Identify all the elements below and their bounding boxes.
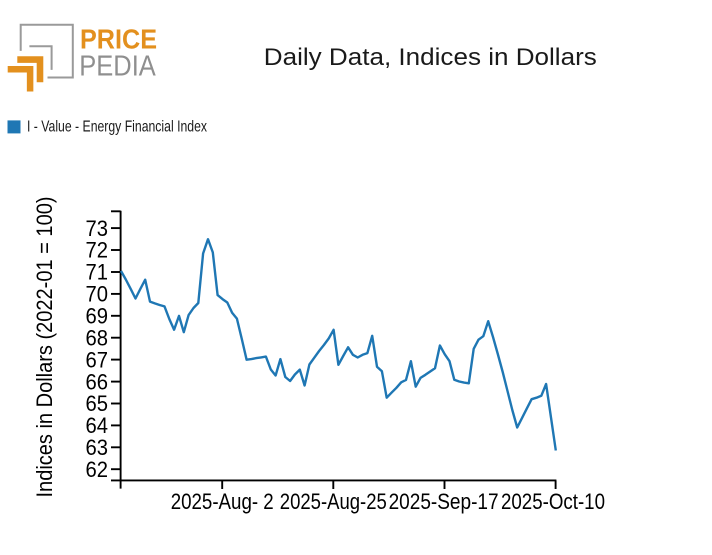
- svg-text:PEDIA: PEDIA: [79, 50, 156, 82]
- svg-text:67: 67: [86, 347, 109, 372]
- svg-text:Indices in Dollars (2022-01 =: Indices in Dollars (2022-01 = 100): [32, 197, 57, 498]
- svg-text:2025-Aug-25: 2025-Aug-25: [280, 489, 387, 514]
- svg-text:70: 70: [86, 282, 109, 307]
- svg-text:2025-Aug- 2: 2025-Aug- 2: [171, 489, 274, 514]
- svg-text:2025-Oct-10: 2025-Oct-10: [501, 489, 605, 514]
- svg-text:64: 64: [86, 413, 109, 438]
- svg-text:65: 65: [86, 391, 109, 416]
- svg-text:63: 63: [86, 435, 109, 460]
- svg-text:2025-Sep-17: 2025-Sep-17: [389, 489, 499, 514]
- svg-text:71: 71: [86, 260, 109, 285]
- svg-text:73: 73: [86, 216, 109, 241]
- svg-text:Daily Data, Indices in Dollars: Daily Data, Indices in Dollars: [264, 44, 597, 71]
- svg-text:62: 62: [86, 457, 109, 482]
- svg-text:PRICE: PRICE: [80, 24, 157, 55]
- svg-text:72: 72: [86, 238, 109, 263]
- svg-text:66: 66: [86, 369, 109, 394]
- svg-text:69: 69: [86, 304, 109, 329]
- svg-text:I - Value - Energy Financial I: I - Value - Energy Financial Index: [27, 119, 207, 136]
- svg-text:68: 68: [86, 325, 109, 350]
